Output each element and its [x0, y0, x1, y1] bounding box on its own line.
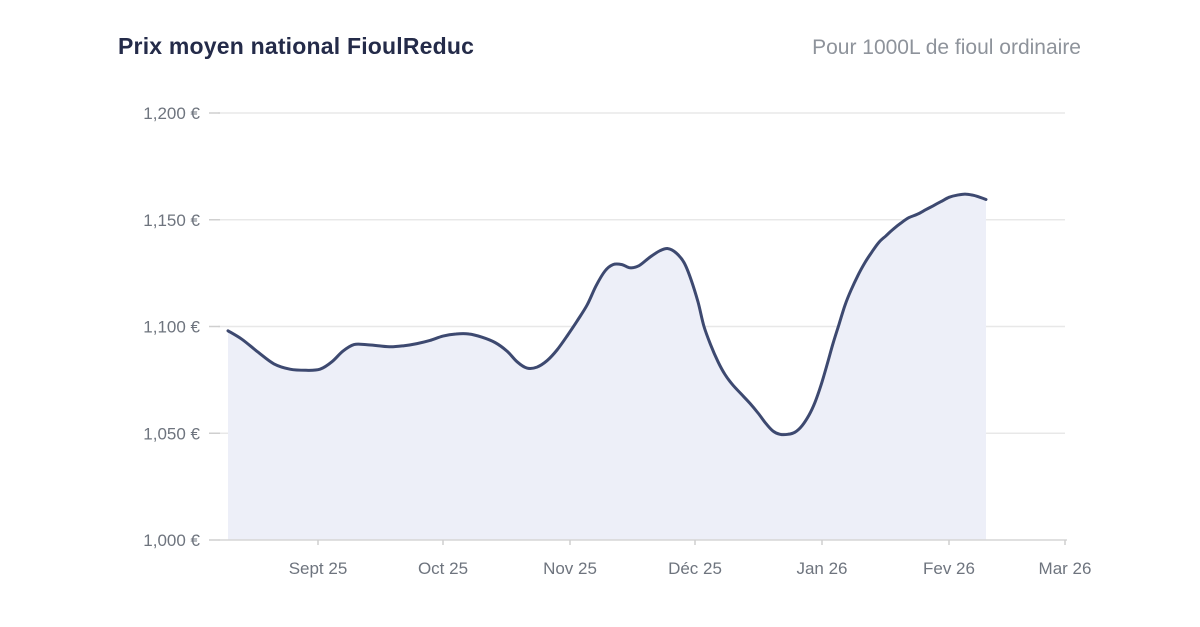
- x-axis-label: Jan 26: [796, 559, 847, 578]
- y-axis-label: 1,150 €: [143, 211, 200, 230]
- price-area: [228, 194, 986, 540]
- chart-subtitle: Pour 1000L de fioul ordinaire: [812, 36, 1081, 59]
- y-axis-label: 1,000 €: [143, 531, 200, 550]
- x-axis-label: Fev 26: [923, 559, 975, 578]
- y-axis-label: 1,050 €: [143, 424, 200, 443]
- chart-title: Prix moyen national FioulReduc: [118, 33, 475, 59]
- x-axis-label: Mar 26: [1039, 559, 1092, 578]
- x-axis-label: Déc 25: [668, 559, 722, 578]
- x-axis-label: Sept 25: [289, 559, 348, 578]
- y-axis-label: 1,100 €: [143, 318, 200, 337]
- price-line: [226, 192, 988, 437]
- x-axis-label: Nov 25: [543, 559, 597, 578]
- chart-header: Prix moyen national FioulReduc Pour 1000…: [118, 33, 1081, 60]
- y-axis-labels: 1,000 € 1,050 € 1,100 € 1,150 € 1,200 €: [143, 104, 200, 550]
- x-axis-label: Oct 25: [418, 559, 468, 578]
- y-axis-label: 1,200 €: [143, 104, 200, 123]
- x-axis-ticks: [317, 540, 1066, 545]
- y-axis-ticks: [209, 112, 220, 541]
- x-axis-labels: Sept 25 Oct 25 Nov 25 Déc 25 Jan 26 Fev 26 Mar…: [289, 559, 1092, 578]
